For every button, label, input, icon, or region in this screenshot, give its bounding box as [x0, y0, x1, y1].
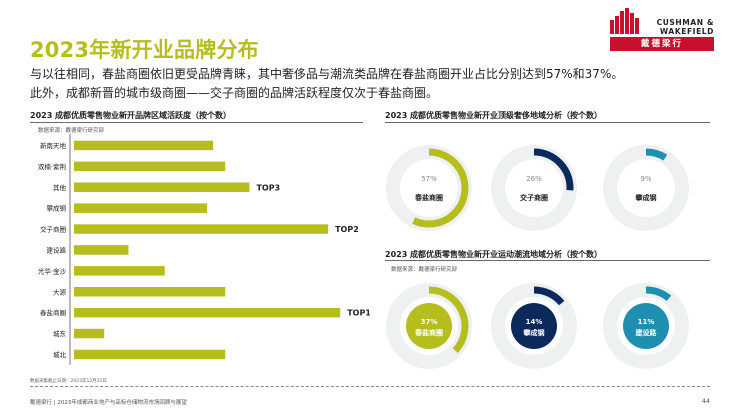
page-title: 2023年新开业品牌分布 — [30, 38, 259, 62]
donut-arc — [645, 148, 668, 161]
bar — [74, 182, 250, 192]
subtitle-line-2: 此外，成都新晋的城市级商圈——交子商圈的品牌活跃程度仅次于春盐商圈。 — [30, 86, 439, 100]
luxury-chart-title: 2023 成都优质零售物业新开业顶级奢侈地域分析（按个数） — [385, 111, 603, 120]
bar — [74, 349, 226, 360]
bar — [74, 140, 214, 151]
bar — [74, 307, 341, 318]
donut-arc — [533, 148, 574, 191]
donut-arc — [645, 286, 672, 302]
luxury-chart-divider — [385, 122, 710, 123]
bar-category-label: 城东 — [53, 329, 67, 338]
bar — [74, 245, 129, 255]
bar-rank-label: TOP3 — [256, 183, 280, 192]
buildings-logo-mark — [610, 8, 639, 34]
donut-arc — [412, 148, 469, 228]
bar-category-label: 交子商圈 — [40, 225, 66, 234]
donut-center — [511, 303, 557, 349]
donut-category-label: 春盐商圈 — [414, 328, 443, 337]
bar-category-label: 城北 — [53, 351, 67, 359]
donut-value-label: 26% — [526, 175, 542, 183]
bar-category-label: 光华·金沙 — [38, 266, 67, 275]
donut-category-label: 攀成钢 — [523, 328, 545, 337]
bar — [74, 328, 105, 339]
bar-chart-source: 数据来源：戴德梁行研究部 — [38, 128, 105, 134]
bar — [74, 287, 226, 297]
bar — [74, 224, 329, 234]
page-number: 44 — [701, 397, 710, 405]
bar-category-label: 其他 — [53, 183, 67, 192]
subtitle-line-1: 与以往相同，春盐商圈依旧更受品牌青睐，其中奢侈品与潮流类品牌在春盐商圈开业占比分… — [30, 67, 624, 81]
data-cutoff-note: 数据采集截止日期：2023年12月31日 — [30, 379, 107, 384]
donut-value-label: 11% — [638, 318, 655, 326]
logo-text-line-2: WAKEFIELD — [659, 27, 714, 36]
trend-chart-divider — [385, 260, 710, 261]
donut-category-label: 建设路 — [636, 328, 658, 337]
logo-chinese-name: 戴德梁行 — [610, 37, 714, 51]
bar-rank-label: TOP1 — [347, 309, 370, 318]
logo-text-line-1: CUSHMAN & — [656, 18, 714, 27]
donut-hole — [617, 159, 675, 217]
bar-category-label: 新南天地 — [40, 141, 67, 150]
bar-category-label: 建设路 — [47, 245, 67, 254]
donut-category-label: 春盐商圈 — [414, 193, 443, 202]
donut-center — [623, 303, 669, 349]
donut-value-label: 14% — [526, 318, 543, 326]
bar-category-label: 春盐商圈 — [40, 308, 66, 317]
donut-arc — [533, 286, 565, 306]
cushman-wakefield-logo: CUSHMAN & WAKEFIELD 戴德梁行 — [610, 8, 714, 53]
bar — [74, 266, 165, 276]
trend-chart-source: 数据来源：戴德梁行研究部 — [391, 267, 458, 273]
bar-category-label: 大源 — [53, 287, 67, 296]
bar-rank-label: TOP2 — [335, 225, 359, 234]
donut-hole — [400, 159, 458, 217]
footer-text: 戴德梁行 | 2023年成都商业地产与高标仓储物流市场回顾与展望 — [30, 400, 187, 406]
donut-center — [406, 303, 452, 349]
luxury-donut-chart: 57% 春盐商圈 26% 交子商圈 9% 攀成钢 — [386, 145, 689, 231]
footer-divider — [30, 386, 710, 387]
bar-category-label: 攀成钢 — [47, 204, 67, 213]
trend-donut-chart: 37% 春盐商圈 14% 攀成钢 11% 建设路 — [386, 283, 689, 369]
trend-chart-title: 2023 成都优质零售物业新开业运动潮流地域分析（按个数） — [385, 250, 603, 259]
bar-category-label: 双楠·紫荆 — [38, 162, 66, 171]
donut-value-label: 57% — [421, 175, 437, 183]
donut-value-label: 37% — [421, 318, 438, 326]
bar-chart-title: 2023 成都优质零售物业新开品牌区域活跃度（按个数） — [30, 111, 232, 120]
donut-category-label: 交子商圈 — [520, 193, 548, 202]
donut-category-label: 攀成钢 — [635, 193, 657, 202]
bar — [74, 203, 208, 213]
donut-value-label: 9% — [640, 175, 651, 183]
bar — [74, 161, 226, 172]
donut-hole — [505, 159, 563, 217]
bar-chart-divider — [30, 122, 363, 123]
donut-arc — [428, 286, 469, 354]
